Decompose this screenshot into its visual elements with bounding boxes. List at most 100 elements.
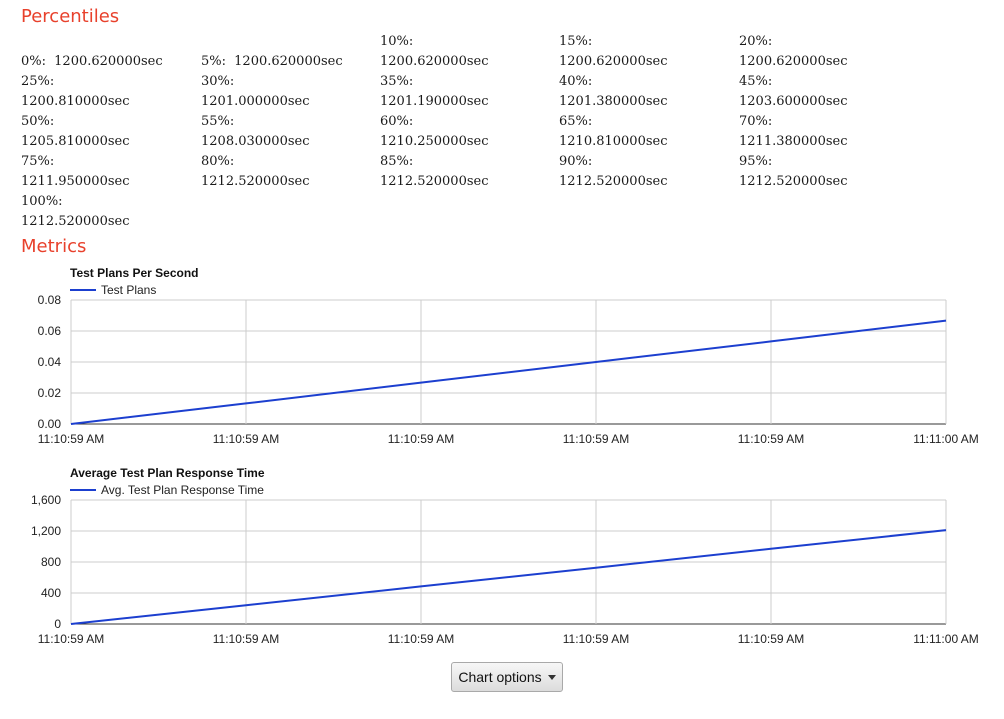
y-tick-label: 1,200 — [31, 524, 61, 538]
percentile-value: 1200.620000sec — [234, 54, 343, 69]
percentile-label: 40%: — [559, 74, 593, 89]
y-tick-label: 1,600 — [31, 493, 61, 507]
chart-title: Average Test Plan Response Time — [70, 466, 265, 480]
percentile-label: 25%: — [21, 74, 55, 89]
x-tick-label: 11:10:59 AM — [38, 432, 105, 446]
legend-label[interactable]: Avg. Test Plan Response Time — [101, 483, 264, 497]
percentile-item: 5%: 1200.620000sec — [201, 52, 343, 72]
percentile-item: 95%: 1212.520000sec — [739, 152, 848, 192]
y-tick-label: 0.04 — [38, 355, 62, 369]
response-time-chart-svg: Average Test Plan Response Time Avg. Test… — [31, 466, 979, 646]
percentile-value: 1212.520000sec — [739, 174, 848, 189]
percentile-item: 60%: 1210.250000sec — [380, 112, 489, 152]
percentile-item: 85%: 1212.520000sec — [380, 152, 489, 192]
percentile-value: 1201.190000sec — [380, 94, 489, 109]
percentile-label: 90%: — [559, 154, 593, 169]
test-plans-chart-svg: Test Plans Per Second Test Plans 0.00 0.02 0… — [38, 266, 979, 446]
percentile-item: 70%: 1211.380000sec — [739, 112, 848, 152]
percentile-label: 75%: — [21, 154, 55, 169]
percentile-label: 15%: — [559, 34, 593, 49]
x-tick-label: 11:10:59 AM — [38, 632, 105, 646]
percentile-label: 95%: — [739, 154, 773, 169]
percentile-item: 90%: 1212.520000sec — [559, 152, 668, 192]
chart-options-label: Chart options — [458, 669, 542, 685]
percentile-item: 15%: 1200.620000sec — [559, 32, 668, 72]
percentile-label: 70%: — [739, 114, 773, 129]
percentile-value: 1201.000000sec — [201, 94, 310, 109]
series-line — [70, 319, 947, 425]
chart-options-button[interactable]: Chart options — [451, 662, 563, 692]
metrics-heading: Metrics — [21, 236, 87, 257]
percentile-value: 1212.520000sec — [380, 174, 489, 189]
percentile-item: 75%: 1211.950000sec — [21, 152, 130, 192]
percentile-value: 1211.380000sec — [739, 134, 848, 149]
percentile-value: 1200.620000sec — [559, 54, 668, 69]
y-tick-label: 0 — [54, 617, 61, 631]
percentile-value: 1201.380000sec — [559, 94, 668, 109]
y-tick-label: 0.02 — [38, 386, 62, 400]
percentile-item: 20%: 1200.620000sec — [739, 32, 848, 72]
percentile-item: 40%: 1201.380000sec — [559, 72, 668, 112]
percentile-item: 0%: 1200.620000sec — [21, 52, 163, 72]
percentile-value: 1200.810000sec — [21, 94, 130, 109]
y-tick-label: 0.00 — [38, 417, 62, 431]
percentile-item: 50%: 1205.810000sec — [21, 112, 130, 152]
x-tick-label: 11:10:59 AM — [388, 632, 455, 646]
x-tick-label: 11:10:59 AM — [738, 432, 805, 446]
percentile-label: 65%: — [559, 114, 593, 129]
percentile-item: 30%: 1201.000000sec — [201, 72, 310, 112]
percentile-label: 60%: — [380, 114, 414, 129]
x-tick-label: 11:11:00 AM — [913, 632, 979, 646]
caret-down-icon — [547, 675, 556, 680]
percentile-value: 1200.620000sec — [54, 54, 163, 69]
percentile-label: 0%: — [21, 54, 47, 69]
chart-title: Test Plans Per Second — [70, 266, 199, 280]
percentile-item: 80%: 1212.520000sec — [201, 152, 310, 192]
percentile-label: 20%: — [739, 34, 773, 49]
series-line — [70, 529, 947, 625]
x-tick-label: 11:11:00 AM — [913, 432, 979, 446]
percentile-value: 1212.520000sec — [559, 174, 668, 189]
legend-label[interactable]: Test Plans — [101, 283, 156, 297]
percentile-item: 100%: 1212.520000sec — [21, 192, 130, 232]
percentile-value: 1208.030000sec — [201, 134, 310, 149]
percentile-label: 10%: — [380, 34, 414, 49]
percentile-label: 45%: — [739, 74, 773, 89]
percentile-label: 55%: — [201, 114, 235, 129]
test-plans-per-second-chart: Test Plans Per Second Test Plans 0.00 0.02 0… — [0, 262, 1004, 452]
y-tick-label: 0.06 — [38, 324, 62, 338]
x-tick-label: 11:10:59 AM — [563, 632, 630, 646]
percentile-value: 1211.950000sec — [21, 174, 130, 189]
percentile-item: 35%: 1201.190000sec — [380, 72, 489, 112]
x-tick-label: 11:10:59 AM — [213, 432, 280, 446]
percentile-item: 25%: 1200.810000sec — [21, 72, 130, 112]
percentiles-heading: Percentiles — [21, 6, 120, 27]
percentile-label: 35%: — [380, 74, 414, 89]
x-tick-label: 11:10:59 AM — [738, 632, 805, 646]
percentile-value: 1210.810000sec — [559, 134, 668, 149]
percentile-label: 30%: — [201, 74, 235, 89]
percentile-value: 1200.620000sec — [380, 54, 489, 69]
x-tick-label: 11:10:59 AM — [388, 432, 455, 446]
percentile-item: 10%: 1200.620000sec — [380, 32, 489, 72]
percentile-item: 45%: 1203.600000sec — [739, 72, 848, 112]
percentile-item: 65%: 1210.810000sec — [559, 112, 668, 152]
percentile-value: 1212.520000sec — [201, 174, 310, 189]
y-tick-label: 800 — [41, 555, 61, 569]
x-tick-label: 11:10:59 AM — [563, 432, 630, 446]
y-tick-label: 0.08 — [38, 293, 62, 307]
percentile-value: 1210.250000sec — [380, 134, 489, 149]
y-tick-label: 400 — [41, 586, 61, 600]
avg-response-time-chart: Average Test Plan Response Time Avg. Test… — [0, 462, 1004, 652]
percentile-label: 50%: — [21, 114, 55, 129]
percentile-value: 1212.520000sec — [21, 214, 130, 229]
percentile-item: 55%: 1208.030000sec — [201, 112, 310, 152]
percentile-label: 80%: — [201, 154, 235, 169]
percentile-label: 85%: — [380, 154, 414, 169]
percentile-label: 100%: — [21, 194, 63, 209]
percentile-value: 1205.810000sec — [21, 134, 130, 149]
percentile-value: 1200.620000sec — [739, 54, 848, 69]
percentile-value: 1203.600000sec — [739, 94, 848, 109]
x-tick-label: 11:10:59 AM — [213, 632, 280, 646]
percentile-label: 5%: — [201, 54, 227, 69]
